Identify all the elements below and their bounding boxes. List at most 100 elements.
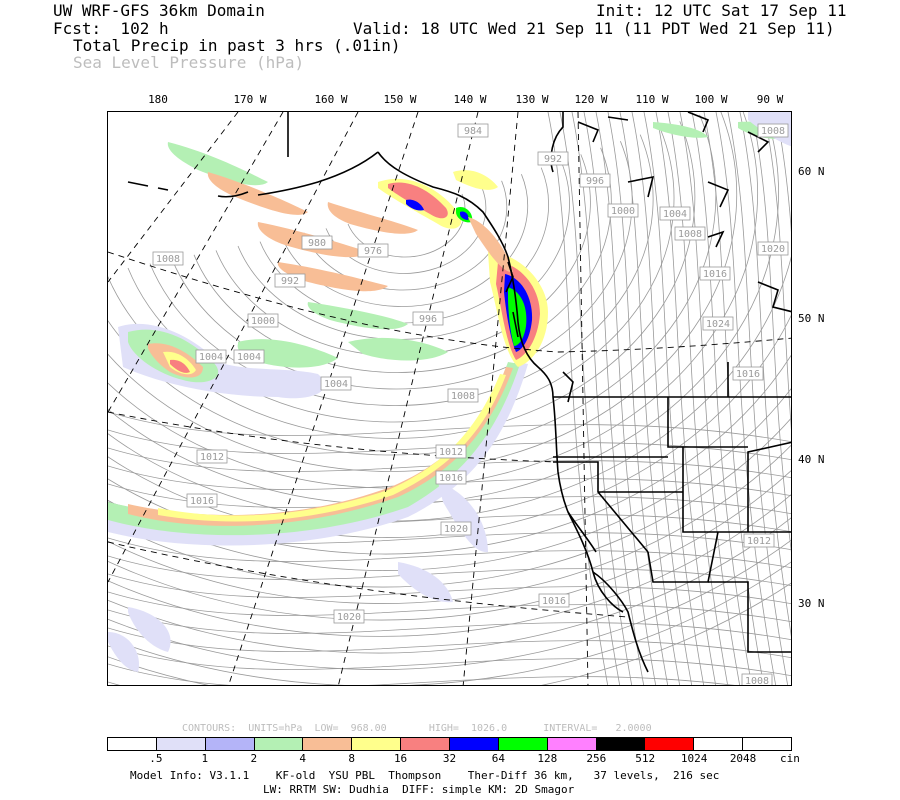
lon-label: 120 W [574,93,608,106]
legend-swatch [401,738,451,750]
svg-text:976: 976 [364,246,382,257]
valid-time: Valid: 18 UTC Wed 21 Sep 11 (11 PDT Wed … [353,19,835,38]
pressure-label: 1008 [674,226,706,241]
physics-info: LW: RRTM SW: Dudhia DIFF: simple KM: 2D … [263,783,575,796]
svg-text:1012: 1012 [439,447,463,458]
legend-tick: 2 [250,752,258,765]
legend-tick: 1 [201,752,209,765]
pressure-label: 1004 [320,376,352,391]
lon-label: 140 W [453,93,487,106]
pressure-label: 984 [457,123,489,138]
svg-text:1008: 1008 [745,676,769,686]
pressure-label: 1012 [743,533,775,548]
legend-swatch [108,738,157,750]
model-info: Model Info: V3.1.1 KF-old YSU PBL Thomps… [130,769,720,782]
pressure-label: 1008 [152,251,184,266]
pressure-label: 1016 [699,266,731,281]
lon-label: 160 W [314,93,348,106]
pressure-label: 996 [412,311,444,326]
lat-label: 60 N [798,165,825,178]
legend-tick: .5 [149,752,163,765]
pressure-label: 1008 [741,673,773,686]
svg-text:1004: 1004 [199,352,223,363]
svg-text:1004: 1004 [237,352,261,363]
pressure-label: 1008 [757,123,789,138]
legend-tick: 512 [635,752,656,765]
pressure-label: 980 [301,235,333,250]
pressure-label: 976 [357,243,389,258]
svg-text:1016: 1016 [703,269,727,280]
lon-label: 130 W [515,93,549,106]
legend-tick: 4 [299,752,307,765]
svg-text:1008: 1008 [678,229,702,240]
legend-swatch [205,738,255,750]
legend-swatch [694,738,744,750]
pressure-label: 1004 [195,349,227,364]
model-title: UW WRF-GFS 36km Domain [53,1,265,20]
legend-tick: 1024 [680,752,708,765]
lon-label: 180 [148,93,168,106]
graticule [108,112,791,685]
coastlines [127,112,791,673]
lat-label: 50 N [798,312,825,325]
legend-swatch [498,738,548,750]
contour-info: CONTOURS: UNITS=hPa LOW= 968.00 HIGH= 10… [182,723,652,734]
legend-tick: 64 [491,752,506,765]
lon-label: 150 W [383,93,417,106]
legend-units: cin [780,752,800,765]
precip-legend [107,737,792,751]
legend-tick: 2048 [729,752,757,765]
pressure-label: 1004 [233,349,265,364]
legend-swatch [645,738,695,750]
svg-text:1008: 1008 [156,254,180,265]
legend-swatch [254,738,304,750]
svg-text:1016: 1016 [736,369,760,380]
legend-swatch [156,738,206,750]
pressure-label: 1008 [447,388,479,403]
svg-text:1008: 1008 [451,391,475,402]
pressure-label: 1024 [702,316,734,331]
pressure-label: 1016 [538,593,570,608]
svg-text:980: 980 [308,238,326,249]
pressure-label: 1000 [247,313,279,328]
svg-text:1020: 1020 [444,524,468,535]
legend-tick: 256 [586,752,607,765]
pressure-label: 1012 [435,444,467,459]
svg-text:984: 984 [464,126,482,137]
pressure-label: 1016 [186,493,218,508]
pressure-labels: 984 992 996 1000 1004 1008 1020 1016 980 976 992 99… [152,123,789,686]
init-time: Init: 12 UTC Sat 17 Sep 11 [596,1,847,20]
lat-label: 30 N [798,597,825,610]
svg-text:1024: 1024 [706,319,730,330]
legend-swatch [450,738,499,750]
legend-swatch [596,738,646,750]
legend-tick: 8 [348,752,355,765]
lon-label: 100 W [694,93,728,106]
lon-label: 170 W [233,93,267,106]
svg-text:1016: 1016 [190,496,214,507]
pressure-label: 1000 [607,203,639,218]
field-precip-title: Total Precip in past 3 hrs (.01in) [73,36,401,55]
lon-label: 110 W [635,93,669,106]
field-slp-title: Sea Level Pressure (hPa) [73,53,305,72]
svg-text:996: 996 [586,176,604,187]
pressure-label: 996 [579,173,611,188]
pressure-label: 1004 [659,206,691,221]
legend-swatch [303,738,353,750]
pressure-label: 992 [537,151,569,166]
pressure-label: 1016 [435,470,467,485]
pressure-label: 1016 [732,366,764,381]
svg-text:1020: 1020 [337,612,361,623]
pressure-label: 1020 [333,609,365,624]
svg-text:996: 996 [419,314,437,325]
legend-tick: 128 [537,752,558,765]
pressure-label: 1012 [196,449,228,464]
svg-text:1020: 1020 [761,244,785,255]
svg-text:1008: 1008 [761,126,785,137]
weather-map: 984 992 996 1000 1004 1008 1020 1016 980 976 992 99… [107,111,792,686]
legend-swatch [547,738,597,750]
legend-tick: 16 [393,752,408,765]
svg-text:1012: 1012 [747,536,771,547]
svg-text:1016: 1016 [439,473,463,484]
svg-text:1000: 1000 [251,316,275,327]
